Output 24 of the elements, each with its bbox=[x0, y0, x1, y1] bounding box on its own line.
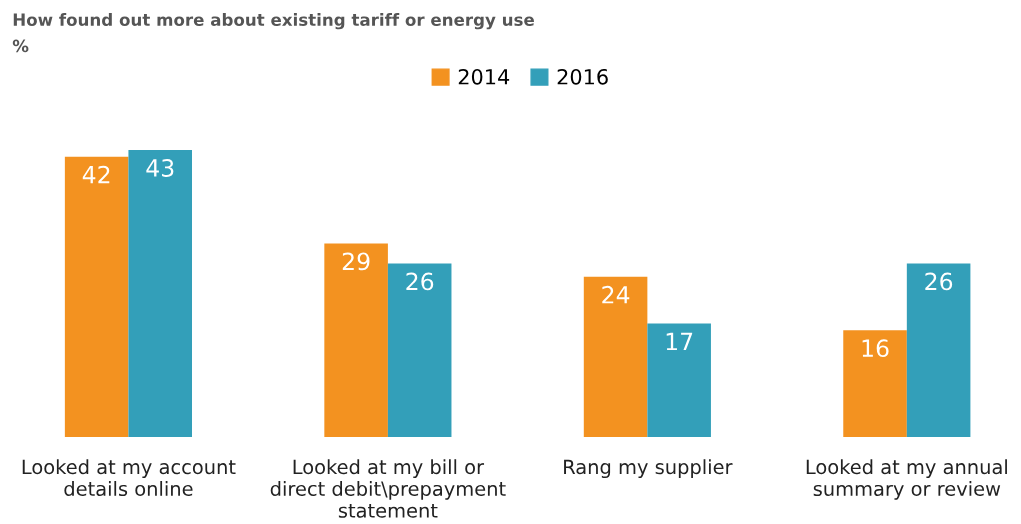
data-label: 43 bbox=[146, 159, 174, 177]
data-label: 17 bbox=[666, 332, 693, 351]
data-label: 26 bbox=[406, 272, 434, 291]
legend-label: 2016 bbox=[557, 68, 608, 85]
chart-title: How found out more about existing tariff or energy use bbox=[13, 13, 534, 30]
x-tick-label: Rang my supplier bbox=[564, 459, 733, 479]
data-label: 29 bbox=[342, 252, 370, 271]
bar bbox=[64, 156, 129, 437]
data-label: 24 bbox=[602, 285, 630, 304]
bar bbox=[324, 243, 388, 437]
data-label: 16 bbox=[862, 339, 889, 358]
bar bbox=[387, 263, 452, 437]
bar bbox=[843, 330, 907, 437]
data-label: 26 bbox=[925, 272, 953, 291]
x-tick-label: Looked at my bill or direct debit\prepayment statement bbox=[270, 459, 506, 518]
chart-subtitle: % bbox=[12, 39, 29, 53]
x-tick-label: Looked at my account details online bbox=[22, 459, 236, 497]
bar bbox=[583, 276, 648, 437]
bar bbox=[647, 323, 711, 437]
legend-label: 2014 bbox=[458, 68, 510, 85]
bar bbox=[128, 150, 193, 437]
data-label: 42 bbox=[82, 165, 110, 184]
x-tick-label: Looked at my annual summary or review bbox=[806, 459, 1007, 500]
bar bbox=[906, 263, 971, 437]
